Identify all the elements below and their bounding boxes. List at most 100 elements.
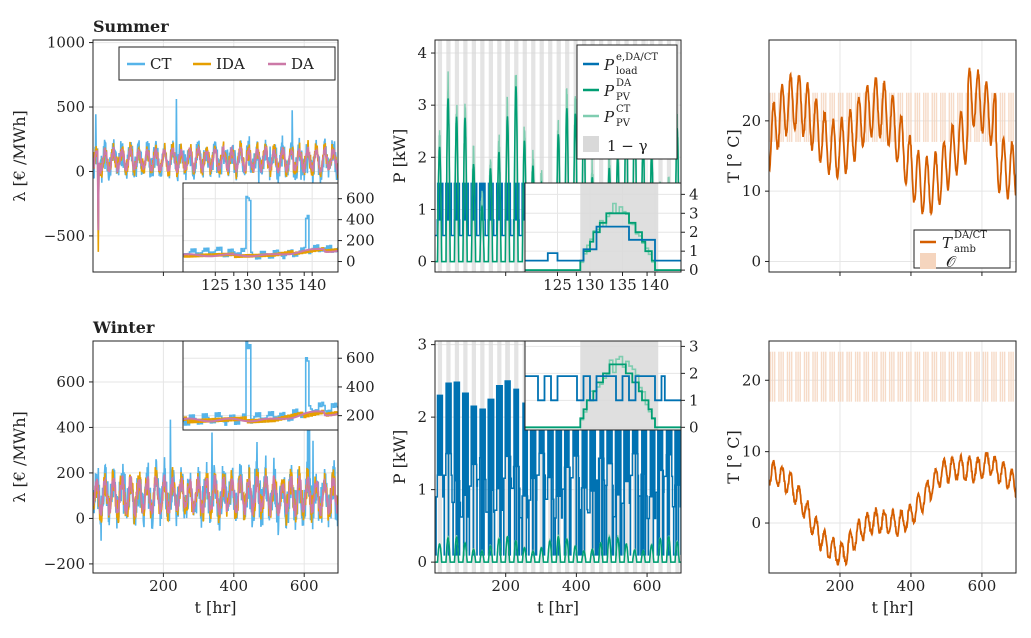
- legend-label-gamma: 1 − γ: [607, 137, 648, 155]
- occupancy-band: [833, 351, 836, 402]
- occupancy-band: [925, 351, 927, 402]
- y-axis-label: P [kW]: [390, 430, 409, 484]
- x-tick-label: 600: [968, 577, 997, 595]
- occupancy-band: [839, 351, 842, 402]
- occupancy-band: [778, 351, 780, 402]
- occupancy-band: [871, 351, 874, 402]
- y-tick-label: 400: [346, 211, 375, 229]
- legend-label-load: P: [603, 56, 615, 74]
- occupancy-band: [986, 92, 989, 142]
- x-tick-label: 400: [562, 577, 591, 595]
- occupancy-band: [884, 351, 887, 402]
- occupancy-band: [927, 351, 929, 402]
- occupancy-band: [808, 92, 810, 142]
- temp-series-group: [769, 67, 1016, 217]
- x-axis-label: t [hr]: [195, 598, 237, 617]
- occupancy-band: [984, 92, 987, 142]
- axes-frame: [768, 340, 1017, 574]
- occupancy-band: [1010, 351, 1012, 402]
- occupancy-band: [974, 351, 976, 402]
- x-axis-label: t [hr]: [537, 598, 579, 617]
- legend-label-IDA: IDA: [216, 55, 245, 73]
- occupancy-band: [986, 351, 989, 402]
- x-tick-label: 130: [576, 276, 605, 294]
- occupancy-band: [1003, 92, 1006, 142]
- occupancy-band: [865, 92, 867, 142]
- occupancy-band: [914, 92, 916, 142]
- occupancy-band: [782, 351, 784, 402]
- series-tamb-line: [769, 67, 1016, 217]
- occupancy-band: [854, 92, 857, 142]
- occupancy-band: [957, 92, 959, 142]
- x-tick-label: 135: [608, 276, 637, 294]
- legend-sub-pvct: PV: [616, 118, 631, 129]
- panel-title: Winter: [92, 318, 155, 337]
- x-tick-label: 125: [543, 276, 572, 294]
- legend-sub-pvda: PV: [616, 92, 631, 103]
- y-tick-label: 1000: [47, 34, 85, 52]
- occupancy-band: [925, 92, 927, 142]
- occupancy-band: [893, 351, 895, 402]
- inset-load-line: [525, 225, 681, 262]
- occupancy-band: [908, 92, 910, 142]
- axes-frame: [524, 340, 682, 431]
- occupancy-band: [1012, 351, 1014, 402]
- y-tick-label: 0: [417, 553, 427, 571]
- gamma-band: [488, 40, 493, 272]
- occupancy-band: [1001, 92, 1004, 142]
- occupancy-band: [831, 92, 833, 142]
- y-tick-label: 0: [751, 252, 761, 270]
- occupancy-band: [846, 92, 848, 142]
- price-series-group: [93, 403, 338, 541]
- occupancy-band: [814, 351, 816, 402]
- gamma-band: [446, 40, 451, 272]
- y-tick-label: 4: [417, 44, 427, 62]
- occupancy-band: [991, 351, 993, 402]
- occupancy-band: [831, 351, 833, 402]
- occupancy-band: [837, 92, 840, 142]
- occupancy-band: [931, 351, 933, 402]
- occupancy-band: [965, 351, 968, 402]
- occupancy-band: [1010, 92, 1012, 142]
- occupancy-band: [773, 351, 776, 402]
- occupancy-band: [976, 92, 978, 142]
- axes-frame: [524, 182, 682, 273]
- occupancy-band: [825, 351, 827, 402]
- series-pv-da-line: [435, 535, 681, 563]
- y-tick-label: 1: [417, 481, 427, 499]
- occupancy-band: [999, 351, 1002, 402]
- axes-frame: [182, 182, 339, 273]
- occupancy-band: [842, 92, 844, 142]
- legend-label-CT: CT: [150, 55, 171, 73]
- occupancy-band: [808, 351, 810, 402]
- occupancy-band: [905, 92, 908, 142]
- y-axis-label: λ [€ /MWh]: [10, 110, 29, 202]
- inset-series-group: [183, 195, 338, 260]
- occupancy-band: [901, 351, 904, 402]
- x-axis-label: t [hr]: [872, 598, 914, 617]
- occupancy-band: [854, 351, 857, 402]
- occupancy-band: [995, 351, 997, 402]
- occupancy-band: [788, 351, 791, 402]
- occupancy-band: [805, 351, 808, 402]
- legend-sub-load: load: [616, 66, 638, 77]
- occupancy-band: [880, 351, 882, 402]
- x-tick-label: 130: [233, 276, 262, 294]
- occupancy-band: [967, 351, 970, 402]
- occupancy-band: [897, 92, 899, 142]
- y-axis-label: P [kW]: [390, 129, 409, 183]
- inset-load-line: [525, 375, 681, 402]
- occupancy-band: [897, 351, 899, 402]
- y-tick-label: 20: [742, 371, 761, 389]
- y-tick-label: 3: [689, 337, 699, 355]
- occupancy-band: [812, 351, 814, 402]
- gamma-band: [539, 341, 544, 573]
- y-tick-label: 2: [417, 408, 427, 426]
- occupancy-band: [1001, 351, 1004, 402]
- occupancy-band: [1008, 92, 1010, 142]
- occupancy-band: [908, 351, 910, 402]
- occupancy-band: [969, 351, 972, 402]
- occupancy-band: [842, 351, 844, 402]
- occupancy-band: [1012, 92, 1014, 142]
